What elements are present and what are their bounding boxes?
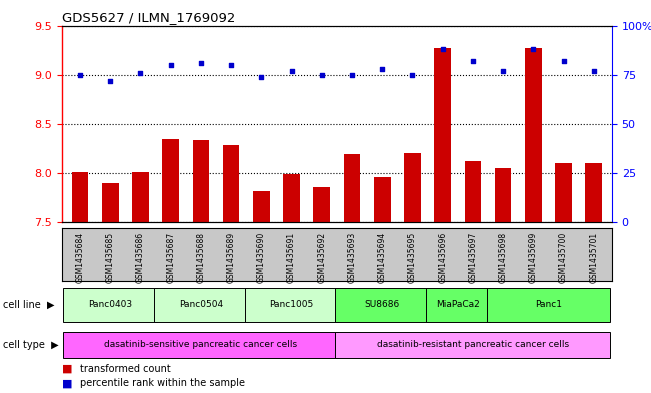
Bar <box>245 288 339 322</box>
Point <box>559 58 569 64</box>
Point <box>316 72 327 78</box>
Text: GDS5627 / ILMN_1769092: GDS5627 / ILMN_1769092 <box>62 11 235 24</box>
Bar <box>465 161 481 393</box>
Text: dasatinib-sensitive pancreatic cancer cells: dasatinib-sensitive pancreatic cancer ce… <box>104 340 298 349</box>
Point <box>256 73 266 80</box>
Point <box>135 70 146 76</box>
Text: GSM1435700: GSM1435700 <box>559 232 568 283</box>
Text: MiaPaCa2: MiaPaCa2 <box>436 301 480 309</box>
Text: cell type  ▶: cell type ▶ <box>3 340 59 350</box>
Bar <box>404 153 421 393</box>
Bar <box>63 288 157 322</box>
Point <box>528 46 538 52</box>
Point <box>347 72 357 78</box>
Bar <box>426 288 490 322</box>
Text: ■: ■ <box>62 364 72 374</box>
Text: GSM1435701: GSM1435701 <box>589 232 598 283</box>
Text: GSM1435687: GSM1435687 <box>166 232 175 283</box>
Text: cell line  ▶: cell line ▶ <box>3 300 55 310</box>
Text: percentile rank within the sample: percentile rank within the sample <box>80 378 245 388</box>
Point <box>467 58 478 64</box>
Bar <box>525 48 542 393</box>
Bar <box>132 172 148 393</box>
Text: GSM1435690: GSM1435690 <box>257 232 266 283</box>
Bar <box>585 163 602 393</box>
Text: GSM1435694: GSM1435694 <box>378 232 387 283</box>
Text: GSM1435686: GSM1435686 <box>136 232 145 283</box>
Text: Panc1005: Panc1005 <box>270 301 314 309</box>
Point <box>105 77 115 84</box>
Point <box>196 60 206 66</box>
Text: GSM1435696: GSM1435696 <box>438 232 447 283</box>
Text: ■: ■ <box>62 378 72 388</box>
Text: GSM1435688: GSM1435688 <box>197 232 205 283</box>
Text: GSM1435699: GSM1435699 <box>529 232 538 283</box>
Text: SU8686: SU8686 <box>365 301 400 309</box>
Bar <box>102 183 118 393</box>
Text: GSM1435685: GSM1435685 <box>105 232 115 283</box>
Bar <box>193 140 209 393</box>
Bar <box>374 177 391 393</box>
Bar <box>344 154 360 393</box>
Text: GSM1435695: GSM1435695 <box>408 232 417 283</box>
Point <box>498 68 508 74</box>
Point <box>75 72 85 78</box>
Bar <box>434 48 451 393</box>
Bar <box>335 288 429 322</box>
Text: GSM1435689: GSM1435689 <box>227 232 236 283</box>
Text: transformed count: transformed count <box>80 364 171 374</box>
Text: dasatinib-resistant pancreatic cancer cells: dasatinib-resistant pancreatic cancer ce… <box>377 340 569 349</box>
Point <box>226 62 236 68</box>
Text: GSM1435691: GSM1435691 <box>287 232 296 283</box>
Bar <box>486 288 611 322</box>
Bar <box>335 332 611 358</box>
Text: GSM1435698: GSM1435698 <box>499 232 508 283</box>
Bar <box>63 332 339 358</box>
Bar <box>314 187 330 393</box>
Point <box>377 66 387 72</box>
Text: Panc1: Panc1 <box>535 301 562 309</box>
Bar <box>283 174 300 393</box>
Text: GSM1435692: GSM1435692 <box>317 232 326 283</box>
Text: GSM1435697: GSM1435697 <box>469 232 477 283</box>
Point <box>286 68 297 74</box>
Text: GSM1435684: GSM1435684 <box>76 232 85 283</box>
Text: Panc0504: Panc0504 <box>179 301 223 309</box>
Bar <box>253 191 270 393</box>
Point <box>408 72 418 78</box>
Bar <box>223 145 240 393</box>
Bar <box>72 172 89 393</box>
Point <box>437 46 448 52</box>
Text: GSM1435693: GSM1435693 <box>348 232 357 283</box>
Point <box>165 62 176 68</box>
Bar <box>162 139 179 393</box>
Point <box>589 68 599 74</box>
Bar <box>495 168 512 393</box>
Bar <box>555 163 572 393</box>
Text: Panc0403: Panc0403 <box>88 301 132 309</box>
Bar <box>154 288 248 322</box>
